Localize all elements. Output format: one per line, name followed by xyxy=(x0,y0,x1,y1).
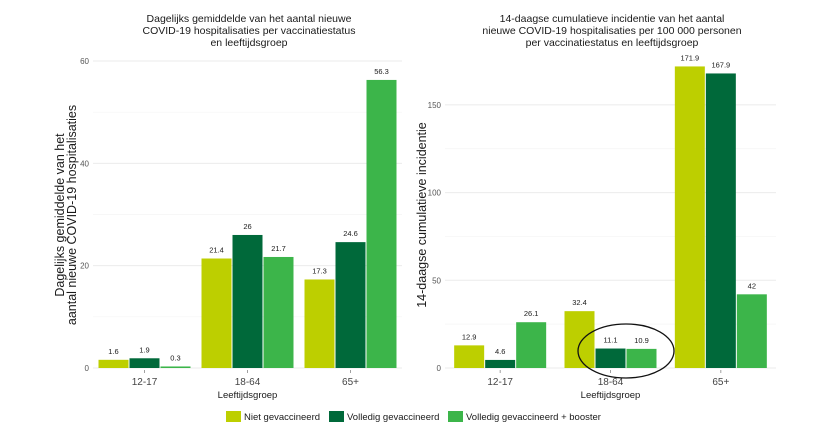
x-tick-label: 18-64 xyxy=(598,377,624,388)
data-label: 1.9 xyxy=(139,345,149,354)
chart-title-line: Dagelijks gemiddelde van het aantal nieu… xyxy=(147,13,352,25)
legend-label: Niet gevaccineerd xyxy=(244,412,320,423)
x-tick-label: 65+ xyxy=(712,377,729,388)
bar-65+-0 xyxy=(674,66,705,368)
data-label: 0.3 xyxy=(170,353,180,362)
y-tick-label: 50 xyxy=(432,276,441,285)
x-tick-label: 12-17 xyxy=(487,377,513,388)
bar-65+-1 xyxy=(335,242,366,368)
bar-18-64-0 xyxy=(564,311,595,368)
data-label: 171.9 xyxy=(680,53,699,62)
annotation-ellipse xyxy=(577,323,675,379)
chart-panel-1: Dagelijks gemiddelde van het aantal nieu… xyxy=(53,13,402,401)
chart-title-line: per vaccinatiestatus en leeftijdsgroep xyxy=(526,37,699,49)
x-axis-label: Leeftijdsgroep xyxy=(581,390,641,401)
y-tick-label: 0 xyxy=(85,364,90,373)
bar-18-64-2 xyxy=(263,256,294,368)
y-axis-label: aantal nieuwe COVID-19 hospitalisaties xyxy=(65,105,79,325)
bar-18-64-1 xyxy=(232,234,263,368)
data-label: 26.1 xyxy=(524,309,539,318)
y-tick-label: 0 xyxy=(437,364,442,373)
data-label: 10.9 xyxy=(634,336,649,345)
bar-12-17-0 xyxy=(454,345,485,368)
bar-65+-2 xyxy=(366,79,397,368)
bar-65+-2 xyxy=(736,294,767,368)
data-label: 167.9 xyxy=(711,60,730,69)
legend: Niet gevaccineerd Volledig gevaccineerd Vo… xyxy=(226,411,601,423)
bar-18-64-2 xyxy=(626,348,657,368)
data-label: 21.4 xyxy=(209,246,224,255)
y-tick-label: 20 xyxy=(80,262,89,271)
bar-12-17-1 xyxy=(129,358,160,368)
y-axis-label: 14-daagse cumulatieve incidentie xyxy=(415,122,429,308)
x-axis-label: Leeftijdsgroep xyxy=(218,390,278,401)
bar-12-17-2 xyxy=(516,322,547,368)
data-label: 42 xyxy=(748,281,756,290)
chart-title-line: en leeftijdsgroep xyxy=(210,37,287,49)
chart-title-line: COVID-19 hospitalisaties per vaccinaties… xyxy=(142,25,355,37)
x-tick-label: 12-17 xyxy=(132,377,158,388)
legend-swatch xyxy=(226,411,241,422)
legend-swatch xyxy=(448,411,463,422)
y-tick-label: 150 xyxy=(428,101,442,110)
data-label: 1.6 xyxy=(108,347,118,356)
x-tick-label: 65+ xyxy=(342,377,359,388)
data-label: 17.3 xyxy=(312,266,327,275)
y-tick-label: 40 xyxy=(80,159,89,168)
data-label: 4.6 xyxy=(495,347,505,356)
bar-18-64-0 xyxy=(201,258,232,368)
chart-title-line: 14-daagse cumulatieve incidentie van het… xyxy=(500,13,725,25)
bar-18-64-1 xyxy=(595,348,626,368)
bar-12-17-2 xyxy=(160,366,191,368)
data-label: 24.6 xyxy=(343,229,358,238)
chart-title-line: nieuwe COVID-19 hospitalisaties per 100 … xyxy=(482,25,741,37)
data-label: 56.3 xyxy=(374,67,389,76)
data-label: 26 xyxy=(243,222,251,231)
bar-12-17-1 xyxy=(485,359,516,368)
data-label: 32.4 xyxy=(572,298,587,307)
bar-65+-0 xyxy=(304,279,335,368)
legend-label: Volledig gevaccineerd + booster xyxy=(466,412,601,423)
y-axis-label: Dagelijks gemiddelde van het xyxy=(53,133,67,297)
y-tick-label: 60 xyxy=(80,57,89,66)
y-tick-label: 100 xyxy=(428,189,442,198)
chart-panel-2: 14-daagse cumulatieve incidentie van het… xyxy=(415,13,776,401)
legend-swatch xyxy=(329,411,344,422)
data-label: 11.1 xyxy=(603,336,617,345)
x-tick-label: 18-64 xyxy=(235,377,261,388)
data-label: 12.9 xyxy=(462,332,477,341)
data-label: 21.7 xyxy=(271,244,286,253)
legend-label: Volledig gevaccineerd xyxy=(347,412,439,423)
bar-65+-1 xyxy=(705,73,736,368)
bar-12-17-0 xyxy=(98,359,129,368)
